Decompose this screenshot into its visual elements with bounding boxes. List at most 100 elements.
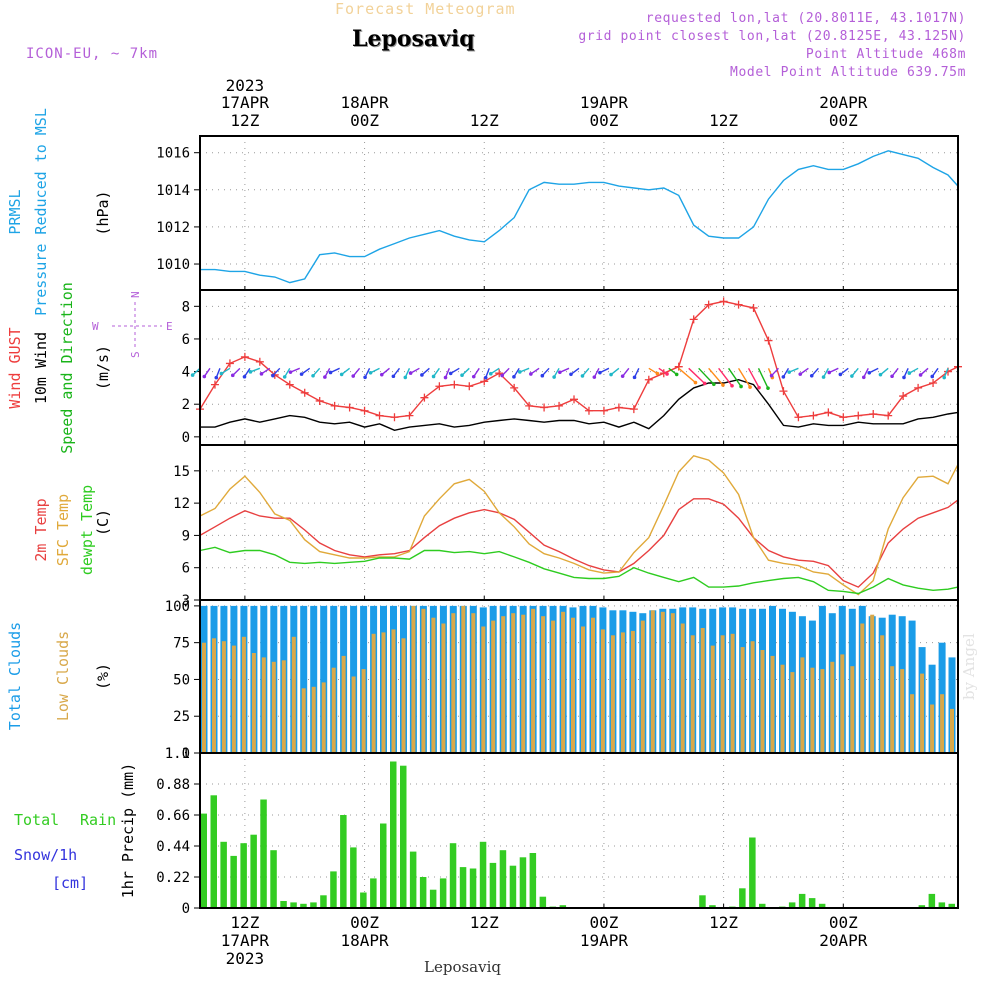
y-tick-label: 4: [182, 365, 190, 381]
low-clouds-bar: [780, 664, 785, 753]
wind-direction-arrowhead: [632, 375, 637, 380]
wind-direction-arrowhead: [443, 375, 448, 380]
gust-marker: [854, 411, 863, 420]
wind-direction-arrowhead: [190, 373, 195, 377]
rain-bar: [230, 855, 237, 908]
gust-marker: [510, 383, 519, 392]
wind-direction-arrow: [718, 367, 733, 387]
wind-direction-arrowhead: [391, 374, 396, 379]
y-tick-label: 0.44: [156, 839, 190, 855]
gust-marker: [644, 375, 653, 384]
compass-east: E: [166, 320, 173, 333]
rain-bar: [739, 888, 746, 908]
low-clouds-bar: [381, 632, 386, 753]
gust-marker: [555, 401, 564, 410]
y-tick-label: 0: [182, 430, 190, 446]
compass-north: N: [129, 291, 142, 298]
low-clouds-bar: [740, 647, 745, 753]
rain-bar: [390, 761, 397, 908]
total-clouds-bar: [908, 620, 916, 753]
low-clouds-bar: [640, 620, 645, 753]
low-clouds-bar: [770, 655, 775, 753]
gust-marker: [240, 352, 249, 361]
time-label-bottom: 12Z: [470, 913, 499, 932]
wind-direction-arrowhead: [739, 384, 743, 389]
wind-direction-arrowhead: [702, 381, 707, 386]
time-label-top: 2023: [226, 76, 265, 95]
wind-direction-arrowhead: [328, 370, 333, 375]
wind-direction-arrowhead: [674, 372, 679, 377]
y-tick-label: 6: [182, 332, 190, 348]
series-label-prmsl: PRMSL: [6, 189, 24, 234]
wind-direction-arrowhead: [748, 385, 752, 389]
y-tick-label: 0.22: [156, 870, 190, 886]
panel-frame-pressure: [199, 135, 959, 291]
footer-location: Leposaviq: [424, 958, 501, 976]
low-clouds-bar: [810, 667, 815, 753]
wind-direction-arrowhead: [769, 373, 774, 378]
low-clouds-bar: [610, 635, 615, 753]
rain-bar: [749, 837, 756, 908]
low-clouds-bar: [760, 650, 765, 753]
low-clouds-bar: [521, 614, 526, 753]
rain-bar: [449, 843, 457, 908]
low-clouds-bar: [710, 645, 715, 753]
y-tick-label: 1016: [156, 146, 190, 162]
rain-bar: [788, 902, 796, 908]
total-clouds-bar: [320, 605, 328, 753]
low-clouds-bar: [620, 632, 625, 753]
wind-direction-arrowhead: [219, 371, 224, 376]
gust-marker: [525, 401, 534, 410]
series-label-wind-gust: Wind GUST: [6, 327, 24, 408]
gust-marker: [584, 406, 593, 415]
low-clouds-bar: [411, 605, 416, 753]
gust-marker: [734, 300, 743, 309]
time-label-top: 00Z: [589, 111, 618, 130]
wind-direction-arrowhead: [351, 374, 356, 378]
low-clouds-bar: [311, 686, 316, 753]
gust-marker: [420, 393, 429, 402]
rain-bar: [808, 898, 816, 908]
low-clouds-bar: [571, 617, 575, 753]
time-label-top: 20APR: [819, 93, 868, 112]
gust-marker: [719, 297, 728, 306]
low-clouds-bar: [820, 669, 825, 753]
low-clouds-bar: [291, 636, 296, 753]
wind-direction-arrowhead: [248, 370, 253, 374]
low-clouds-bar: [750, 641, 755, 753]
wind-direction-arrowhead: [890, 374, 894, 379]
low-clouds-bar: [840, 654, 845, 753]
time-label-top: 18APR: [340, 93, 389, 112]
wind-speed-line: [200, 378, 959, 432]
wind-direction-arrowhead: [918, 373, 923, 377]
wind-direction-arrowhead: [368, 370, 373, 375]
y-tick-label: 15: [173, 464, 190, 480]
y-tick-label: 1010: [156, 257, 190, 273]
gust-marker: [540, 403, 549, 412]
time-label-top: 12Z: [470, 111, 499, 130]
location-title: Leposaviq: [352, 26, 475, 52]
wind-direction-arrowhead: [781, 375, 786, 379]
panel-frame-temperature: [199, 444, 959, 601]
low-clouds-bar: [361, 669, 366, 753]
low-clouds-bar: [700, 628, 705, 753]
wind-direction-arrowhead: [288, 370, 293, 374]
low-clouds-bar: [720, 635, 725, 753]
low-clouds-bar: [690, 635, 695, 753]
gust-marker: [435, 382, 444, 391]
wind-direction-arrowhead: [471, 374, 476, 379]
compass-west: W: [92, 320, 99, 333]
gust-marker: [704, 300, 713, 309]
wind-direction-arrowhead: [712, 382, 716, 387]
time-label-bottom: 17APR: [221, 931, 270, 950]
wind-direction-arrowhead: [202, 374, 207, 379]
y-tick-label: 0.66: [156, 808, 190, 824]
low-clouds-bar: [531, 608, 536, 753]
series-label-direction: Speed and Direction: [58, 282, 76, 454]
time-label-bottom: 19APR: [580, 931, 629, 950]
model-point-altitude: Model Point Altitude 639.75m: [730, 65, 966, 80]
gust-marker: [809, 411, 818, 420]
gust-marker: [629, 405, 638, 414]
y-tick-label: 75: [173, 636, 190, 652]
